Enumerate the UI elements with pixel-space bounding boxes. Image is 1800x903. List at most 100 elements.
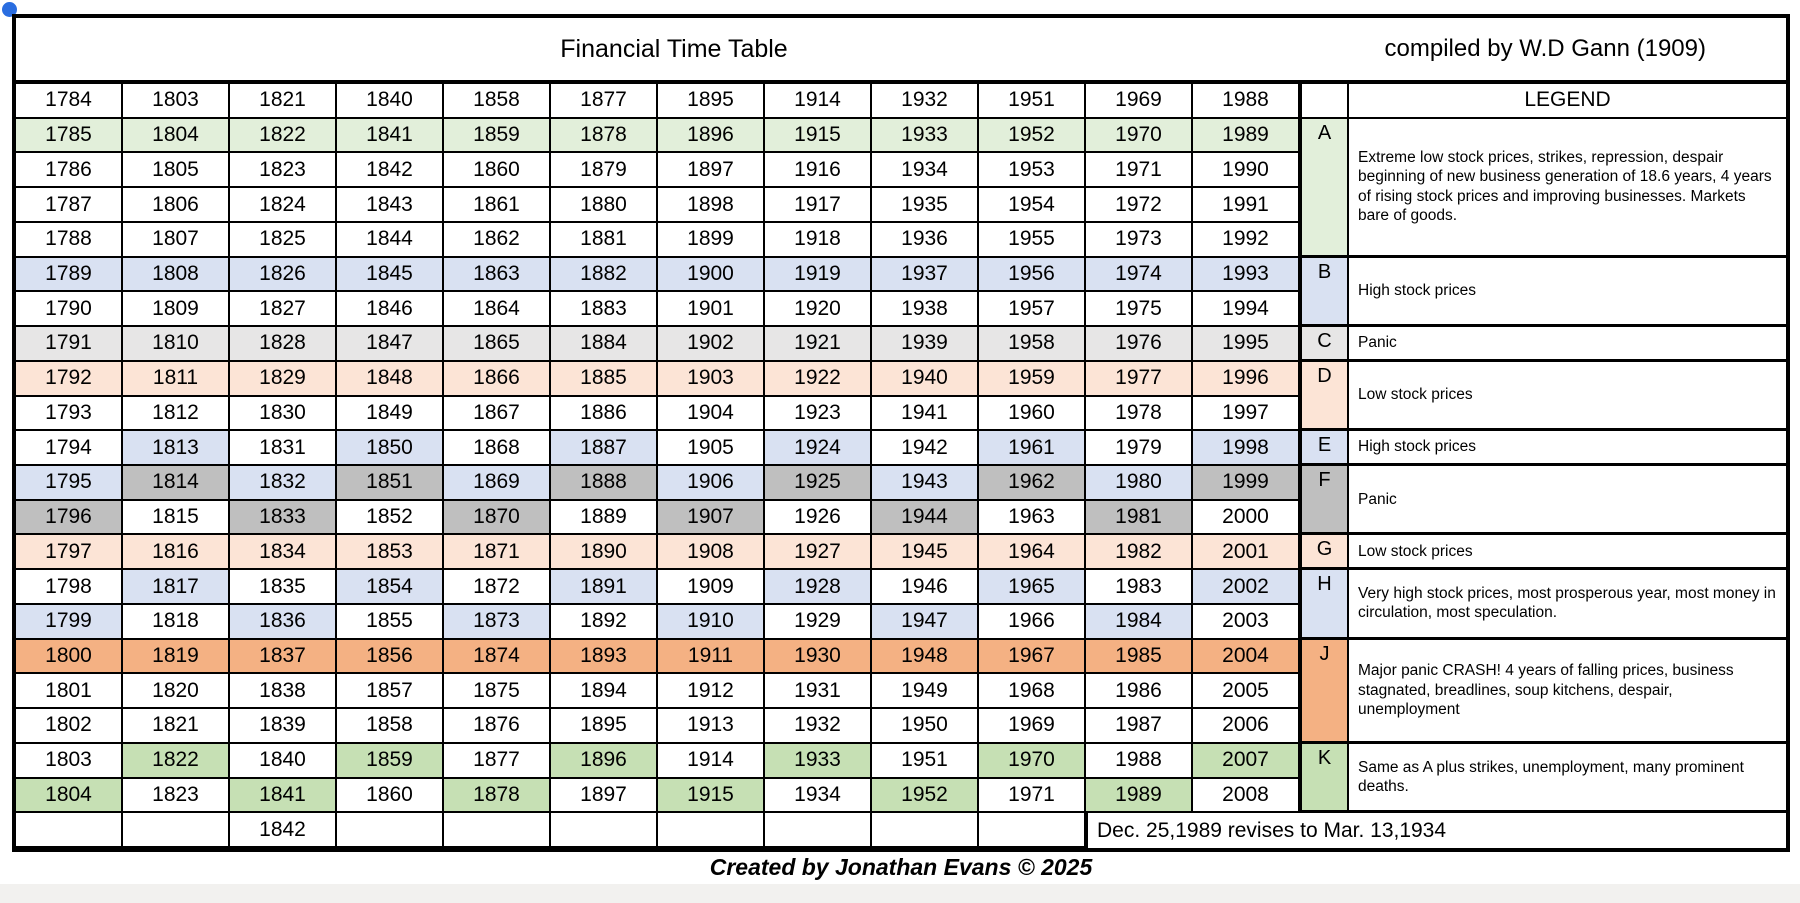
year-cell: 1954 — [979, 188, 1086, 223]
year-cell: 1868 — [444, 431, 551, 466]
year-cell: 1877 — [444, 743, 551, 779]
year-cell: 1824 — [230, 188, 337, 223]
year-cell: 1790 — [16, 292, 123, 328]
year-cell: 1898 — [658, 188, 765, 223]
year-cell: 1912 — [658, 674, 765, 710]
year-cell: 1968 — [979, 674, 1086, 710]
year-cell: 1913 — [658, 709, 765, 744]
year-cell: 1911 — [658, 639, 765, 675]
year-cell: 1993 — [1193, 257, 1300, 293]
year-cell: 1989 — [1086, 778, 1193, 814]
year-cell: 1991 — [1193, 188, 1300, 223]
year-cell: 1805 — [123, 153, 230, 189]
year-cell: 1946 — [872, 570, 979, 605]
legend-letter-cell: B — [1300, 257, 1349, 328]
year-cell: 1816 — [123, 535, 230, 571]
year-cell: 1842 — [337, 153, 444, 189]
legend-letter-cell: A — [1300, 118, 1349, 258]
year-cell: 1967 — [979, 639, 1086, 675]
year-cell: 1849 — [337, 396, 444, 432]
year-cell: 1787 — [16, 188, 123, 223]
year-cell: 1841 — [337, 118, 444, 154]
year-cell: 1832 — [230, 465, 337, 501]
year-cell: 1928 — [765, 570, 872, 605]
year-cell: 1822 — [230, 118, 337, 154]
year-cell: 1804 — [123, 118, 230, 154]
year-cell: 1825 — [230, 222, 337, 258]
year-cell: 1904 — [658, 396, 765, 432]
year-cell: 1943 — [872, 465, 979, 501]
year-cell: 1876 — [444, 709, 551, 744]
year-cell: 1896 — [658, 118, 765, 154]
year-cell: 1923 — [765, 396, 872, 432]
footer-note-cell: Dec. 25,1989 revises to Mar. 13,1934 — [1086, 813, 1786, 848]
year-cell: 1895 — [551, 709, 658, 744]
year-cell: 1897 — [551, 778, 658, 814]
year-cell: 1922 — [765, 361, 872, 397]
year-cell: 1788 — [16, 222, 123, 258]
year-cell: 1856 — [337, 639, 444, 675]
year-cell: 1997 — [1193, 396, 1300, 432]
year-cell: 1789 — [16, 257, 123, 293]
year-cell: 1952 — [872, 778, 979, 814]
year-cell — [658, 813, 765, 848]
year-cell: 1859 — [337, 743, 444, 779]
year-cell: 1852 — [337, 500, 444, 536]
year-cell: 1960 — [979, 396, 1086, 432]
year-cell: 1887 — [551, 431, 658, 466]
year-cell: 2000 — [1193, 500, 1300, 536]
year-cell: 2006 — [1193, 709, 1300, 744]
year-cell: 1858 — [337, 709, 444, 744]
year-cell: 1808 — [123, 257, 230, 293]
year-cell: 1902 — [658, 327, 765, 362]
year-cell: 1893 — [551, 639, 658, 675]
year-cell: 1921 — [765, 327, 872, 362]
year-cell: 1914 — [765, 84, 872, 119]
year-cell: 1879 — [551, 153, 658, 189]
year-cell: 1969 — [1086, 84, 1193, 119]
year-cell: 1883 — [551, 292, 658, 328]
year-cell: 1995 — [1193, 327, 1300, 362]
legend-text-cell: Same as A plus strikes, unemployment, ma… — [1349, 744, 1786, 814]
year-cell: 1803 — [16, 743, 123, 779]
year-cell: 1899 — [658, 222, 765, 258]
year-cell: 1891 — [551, 570, 658, 605]
year-cell: 1838 — [230, 674, 337, 710]
year-cell: 1874 — [444, 639, 551, 675]
year-cell: 1851 — [337, 465, 444, 501]
year-cell: 1939 — [872, 327, 979, 362]
year-cell: 1949 — [872, 674, 979, 710]
year-cell: 1817 — [123, 570, 230, 605]
year-cell: 1821 — [123, 709, 230, 744]
year-cell: 1850 — [337, 431, 444, 466]
year-cell: 1842 — [230, 813, 337, 848]
table-title-row: Financial Time Table compiled by W.D Gan… — [16, 18, 1786, 84]
legend-letter-header-cell — [1300, 84, 1349, 119]
year-cell: 1985 — [1086, 639, 1193, 675]
year-cell: 1905 — [658, 431, 765, 466]
year-cell: 1815 — [123, 500, 230, 536]
year-cell: 1881 — [551, 222, 658, 258]
legend-letter-cell: J — [1300, 639, 1349, 744]
year-cell: 1999 — [1193, 465, 1300, 501]
year-cell: 1806 — [123, 188, 230, 223]
year-cell: 1959 — [979, 361, 1086, 397]
year-cell: 1926 — [765, 500, 872, 536]
year-cell: 1945 — [872, 535, 979, 571]
year-cell: 1878 — [444, 778, 551, 814]
year-cell: 1977 — [1086, 361, 1193, 397]
year-cell: 1799 — [16, 604, 123, 640]
year-cell: 1910 — [658, 604, 765, 640]
year-cell: 1848 — [337, 361, 444, 397]
year-cell: 1821 — [230, 84, 337, 119]
year-cell — [872, 813, 979, 848]
year-cell: 1809 — [123, 292, 230, 328]
year-cell: 1920 — [765, 292, 872, 328]
legend-text-cell: Major panic CRASH! 4 years of falling pr… — [1349, 640, 1786, 744]
year-cell: 1811 — [123, 361, 230, 397]
year-cell: 1795 — [16, 465, 123, 501]
year-cell: 1836 — [230, 604, 337, 640]
year-cell: 1955 — [979, 222, 1086, 258]
year-cell: 1927 — [765, 535, 872, 571]
year-cell: 1901 — [658, 292, 765, 328]
